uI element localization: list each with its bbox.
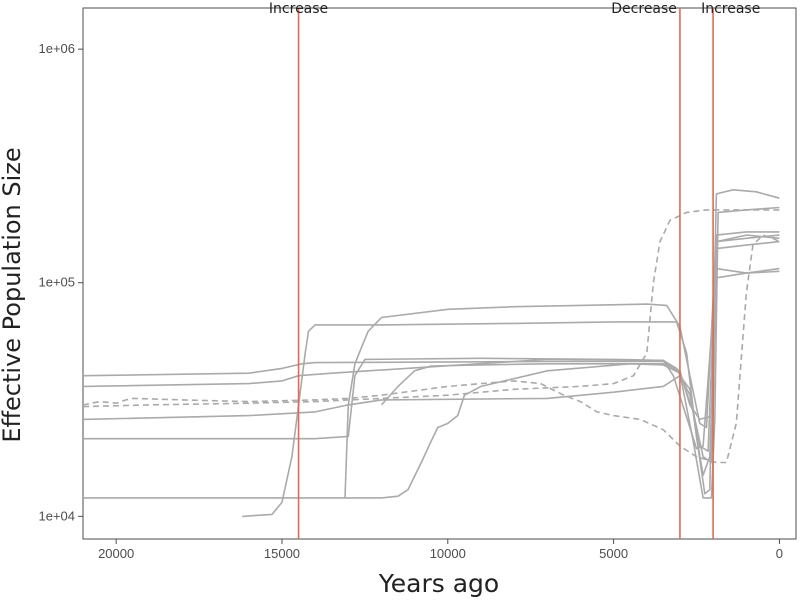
x-tick-label-5: 0 [776,546,783,561]
event-label-3: Increase [701,1,760,17]
x-tick-label-3: 10000 [430,546,466,561]
series-line-7 [344,231,780,498]
x-axis-title: Years ago [378,569,499,598]
y-tick-label-2: 1e+05 [38,275,75,290]
series-line-6 [242,267,780,518]
y-axis-ticks: 1e+04 1e+05 1e+06 [38,41,83,523]
x-tick-label-2: 15000 [264,546,300,561]
event-layer: Increase Decrease Increase [269,1,760,539]
series-layer [82,189,780,518]
x-tick-label-1: 20000 [98,546,134,561]
series-line-10 [82,209,780,408]
series-line-8 [380,234,780,421]
plot-panel [82,7,797,540]
y-tick-label-3: 1e+06 [38,41,75,56]
event-label-2: Decrease [611,1,677,17]
event-label-1: Increase [269,1,328,17]
x-tick-label-4: 5000 [599,546,628,561]
y-axis-title: Effective Population Size [0,147,26,442]
series-line-9 [82,234,780,464]
y-tick-label-1: 1e+04 [38,508,75,523]
x-axis-ticks: 20000 15000 10000 5000 0 [98,539,783,561]
